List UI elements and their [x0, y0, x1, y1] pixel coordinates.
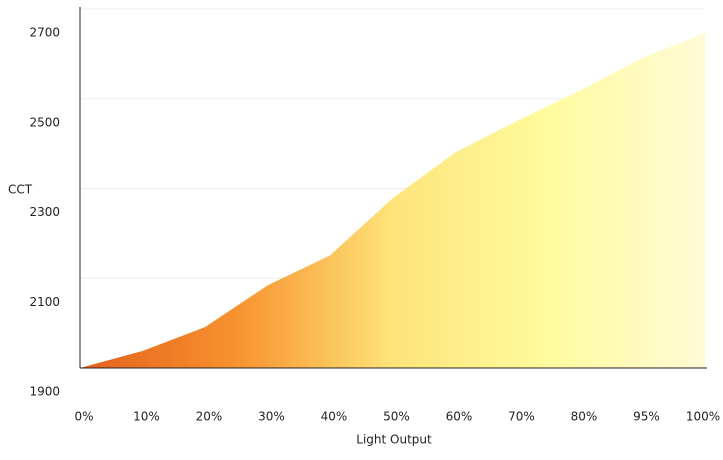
x-tick-label: 70%: [508, 410, 535, 424]
x-tick-label: 80%: [571, 410, 598, 424]
area: [80, 32, 705, 368]
x-tick-label: 10%: [133, 410, 160, 424]
x-tick-label: 95%: [633, 410, 660, 424]
y-tick-label: 2100: [29, 295, 60, 309]
y-tick-label: 2500: [29, 115, 60, 129]
x-tick-label: 60%: [446, 410, 473, 424]
x-axis-label: Light Output: [356, 433, 432, 447]
x-tick-label: 100%: [686, 410, 720, 424]
y-tick-label: 2700: [29, 26, 60, 40]
x-tick-label: 40%: [321, 410, 348, 424]
y-axis-label: CCT: [8, 183, 33, 197]
x-tick-label: 30%: [258, 410, 285, 424]
y-tick-label: 2300: [29, 205, 60, 219]
x-tick-label: 0%: [74, 410, 93, 424]
x-tick-label: 20%: [196, 410, 223, 424]
x-tick-label: 50%: [383, 410, 410, 424]
y-tick-label: 1900: [29, 385, 60, 399]
